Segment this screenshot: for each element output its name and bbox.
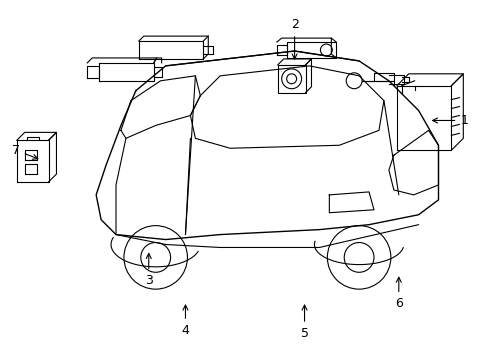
Text: 5: 5 — [300, 305, 309, 340]
Text: 7: 7 — [12, 144, 38, 159]
Text: 3: 3 — [145, 253, 153, 287]
Text: 2: 2 — [291, 18, 298, 59]
Text: 1: 1 — [433, 114, 468, 127]
Text: 4: 4 — [181, 305, 190, 337]
Text: 6: 6 — [395, 277, 403, 310]
